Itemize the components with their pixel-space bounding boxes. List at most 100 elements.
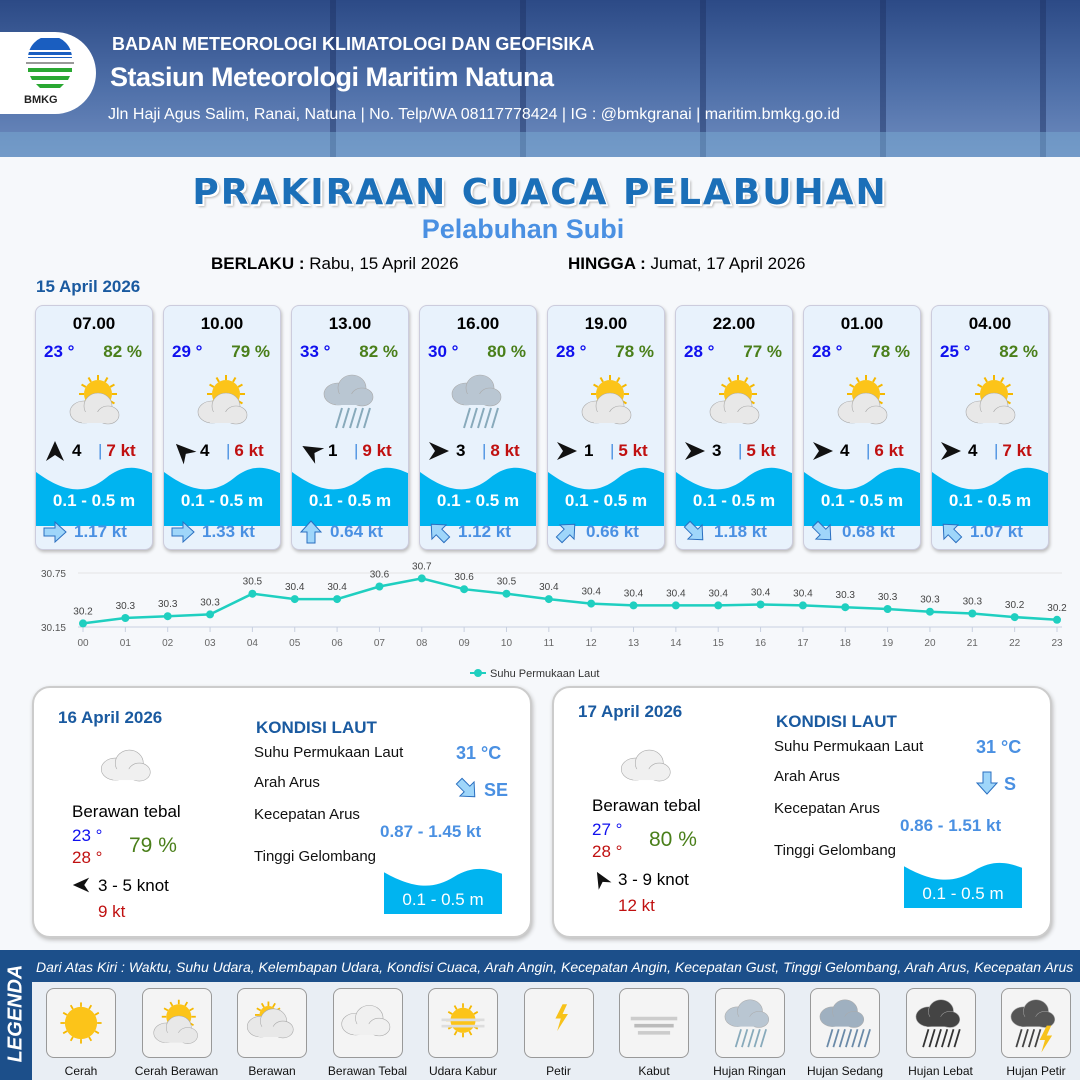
wave-height: 0.1 - 0.5 m: [308, 491, 392, 510]
forecast-time: 16.00: [456, 314, 500, 333]
legend-tile: [905, 988, 976, 1058]
valid-to: HINGGA : Jumat, 17 April 2026: [568, 254, 805, 274]
legend-label: Hujan Lebat: [908, 1064, 973, 1078]
wind-direction-arrow-icon: [428, 440, 450, 462]
data-point: [798, 601, 807, 610]
cerah-icon: [47, 992, 115, 1054]
data-point: [206, 610, 215, 619]
current-speed-value: 0.87 - 1.45 kt: [380, 822, 482, 841]
wind-speed: 4: [200, 441, 210, 460]
data-label: 30.3: [878, 592, 898, 603]
data-label: 30.3: [116, 601, 136, 612]
x-tick-label: 05: [289, 638, 301, 649]
wave-height: 0.1 - 0.5 m: [948, 491, 1032, 510]
x-tick-label: 01: [120, 638, 132, 649]
legend-label: Cerah: [64, 1064, 98, 1078]
hujan-petir-icon: [1002, 992, 1070, 1054]
x-tick-label: 22: [1009, 638, 1021, 649]
current-dir-value: S: [1004, 774, 1017, 794]
valid-to-value: Jumat, 17 April 2026: [650, 254, 806, 273]
wave-icon: [676, 464, 792, 526]
wave-label: Tinggi Gelombang: [254, 848, 377, 865]
x-tick-label: 15: [713, 638, 725, 649]
cerah-berawan-icon: [58, 368, 134, 434]
forecast-time: 22.00: [712, 314, 756, 333]
wind-direction-arrow-icon: [172, 440, 197, 465]
series-line: [82, 577, 1058, 625]
x-tick-label: 08: [416, 638, 428, 649]
current-direction-arrow-icon: [810, 519, 836, 545]
wave-height: 0.1 - 0.5 m: [402, 890, 484, 909]
current-direction-arrow-icon: [170, 519, 196, 545]
forecast-card: 22.00 28 ° 77 % 3 5 kt 0.1 - 0.5 m 1.18 …: [675, 305, 793, 550]
humidity: 79 %: [231, 342, 270, 361]
hujan-ringan-icon: [442, 368, 518, 434]
data-label: 30.4: [666, 588, 686, 599]
petir-icon: [525, 992, 593, 1054]
current-speed-label: Kecepatan Arus: [254, 806, 360, 823]
wave-icon: [932, 464, 1048, 526]
x-tick-label: 19: [882, 638, 894, 649]
data-point: [248, 589, 257, 598]
x-tick-label: 20: [924, 638, 936, 649]
data-label: 30.4: [793, 588, 813, 599]
data-point: [79, 619, 87, 628]
air-temp: 29 °: [172, 342, 203, 361]
data-point: [756, 600, 765, 609]
page-title: PRAKIRAAN CUACA PELABUHAN: [192, 172, 888, 213]
udara-kabur-icon: [429, 992, 497, 1054]
humidity: 78 %: [871, 342, 910, 361]
wind-speed: 3: [712, 441, 722, 460]
wave-height: 0.1 - 0.5 m: [180, 491, 264, 510]
data-label: 30.4: [708, 588, 728, 599]
wave-height: 0.1 - 0.5 m: [436, 491, 520, 510]
gust-speed: 5 kt: [610, 441, 647, 461]
gust-speed: 9 kt: [98, 902, 126, 921]
humidity: 78 %: [615, 342, 654, 361]
data-point: [1010, 613, 1019, 622]
x-tick-label: 03: [204, 638, 216, 649]
hujan-sedang-icon: [811, 992, 879, 1054]
hujan-lebat-icon: [907, 992, 975, 1054]
current-speed: 1.33 kt: [202, 522, 255, 541]
legend-title: LEGENDA: [4, 964, 27, 1063]
wind-speed-range: 3 - 9 knot: [618, 870, 689, 889]
x-tick-label: 10: [501, 638, 513, 649]
legend-marker: [474, 669, 482, 677]
data-point: [587, 599, 596, 608]
legend-label: Kabut: [638, 1064, 670, 1078]
current-speed: 1.12 kt: [458, 522, 511, 541]
legend-label: Cerah Berawan: [134, 1064, 219, 1078]
air-temp: 28 °: [556, 342, 587, 361]
legend-tile: [1001, 988, 1071, 1058]
gust-speed: 7 kt: [994, 441, 1031, 461]
data-label: 30.2: [1047, 603, 1067, 614]
berawan-tebal-icon: [334, 992, 402, 1054]
data-label: 30.4: [581, 587, 601, 598]
data-label: 30.4: [327, 582, 347, 593]
forecast-time: 04.00: [968, 314, 1012, 333]
forecast-card: 01.00 28 ° 78 % 4 6 kt 0.1 - 0.5 m 0.68 …: [803, 305, 921, 550]
current-direction-arrow-icon: [974, 770, 1000, 796]
data-point: [841, 603, 850, 612]
data-point: [883, 605, 892, 613]
air-temp: 33 °: [300, 342, 331, 361]
temp-max: 28 °: [72, 848, 103, 867]
x-tick-label: 21: [967, 638, 979, 649]
sst-value: 31 °C: [976, 737, 1022, 757]
data-label: 30.7: [412, 561, 432, 572]
data-label: 30.3: [200, 597, 220, 608]
x-tick-label: 16: [755, 638, 767, 649]
wind-direction-arrow-icon: [940, 440, 962, 462]
temp-min: 27 °: [592, 820, 623, 839]
wind-direction-arrow-icon: [592, 870, 612, 890]
current-speed: 0.66 kt: [586, 522, 639, 541]
temp-max: 28 °: [592, 842, 623, 861]
sst-label: Suhu Permukaan Laut: [774, 738, 924, 755]
wave-icon: [164, 464, 280, 526]
legend-label: Berawan: [248, 1064, 296, 1078]
cerah-berawan-icon: [954, 368, 1030, 434]
x-tick-label: 23: [1051, 638, 1063, 649]
wave-height: 0.1 - 0.5 m: [52, 491, 136, 510]
legend-label: Hujan Ringan: [713, 1064, 786, 1078]
